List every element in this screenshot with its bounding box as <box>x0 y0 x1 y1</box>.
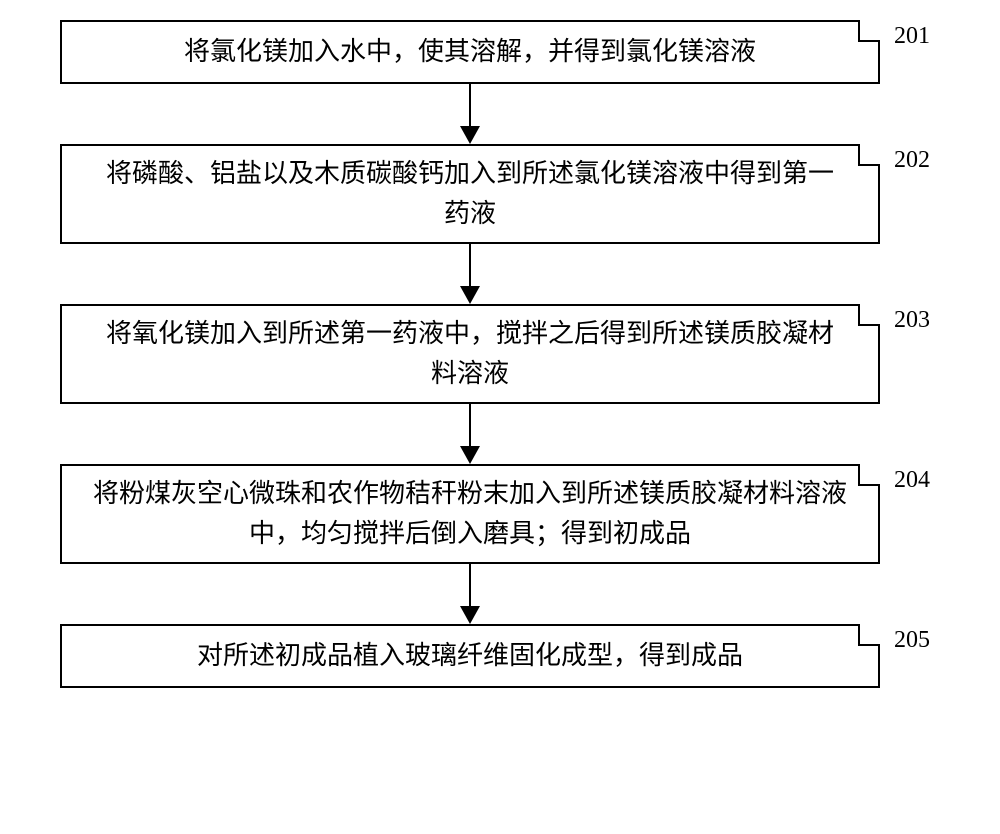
arrow-line <box>469 404 471 448</box>
arrow-head-icon <box>460 606 480 624</box>
arrow-4 <box>60 564 880 624</box>
arrow-line <box>469 564 471 608</box>
step-label: 204 <box>894 462 930 499</box>
step-text: 将磷酸、铝盐以及木质碳酸钙加入到所述氯化镁溶液中得到第一药液 <box>102 154 838 235</box>
arrow-head-icon <box>460 286 480 304</box>
box-notch <box>858 304 880 326</box>
step-label: 205 <box>894 622 930 659</box>
arrow-head-icon <box>460 446 480 464</box>
step-text: 将氯化镁加入水中，使其溶解，并得到氯化镁溶液 <box>184 32 756 72</box>
arrow-1 <box>60 84 880 144</box>
step-wrap-2: 将磷酸、铝盐以及木质碳酸钙加入到所述氯化镁溶液中得到第一药液 202 <box>60 144 940 244</box>
box-notch <box>858 624 880 646</box>
flowchart-container: 将氯化镁加入水中，使其溶解，并得到氯化镁溶液 201 将磷酸、铝盐以及木质碳酸钙… <box>60 20 940 688</box>
step-box-2: 将磷酸、铝盐以及木质碳酸钙加入到所述氯化镁溶液中得到第一药液 202 <box>60 144 880 244</box>
step-wrap-4: 将粉煤灰空心微珠和农作物秸秆粉末加入到所述镁质胶凝材料溶液中，均匀搅拌后倒入磨具… <box>60 464 940 564</box>
step-text: 将粉煤灰空心微珠和农作物秸秆粉末加入到所述镁质胶凝材料溶液中，均匀搅拌后倒入磨具… <box>92 474 848 555</box>
step-box-4: 将粉煤灰空心微珠和农作物秸秆粉末加入到所述镁质胶凝材料溶液中，均匀搅拌后倒入磨具… <box>60 464 880 564</box>
step-box-1: 将氯化镁加入水中，使其溶解，并得到氯化镁溶液 201 <box>60 20 880 84</box>
arrow-line <box>469 84 471 128</box>
box-notch <box>858 20 880 42</box>
step-box-5: 对所述初成品植入玻璃纤维固化成型，得到成品 205 <box>60 624 880 688</box>
step-wrap-1: 将氯化镁加入水中，使其溶解，并得到氯化镁溶液 201 <box>60 20 940 84</box>
step-text: 将氧化镁加入到所述第一药液中，搅拌之后得到所述镁质胶凝材料溶液 <box>102 314 838 395</box>
step-wrap-3: 将氧化镁加入到所述第一药液中，搅拌之后得到所述镁质胶凝材料溶液 203 <box>60 304 940 404</box>
arrow-line <box>469 244 471 288</box>
step-wrap-5: 对所述初成品植入玻璃纤维固化成型，得到成品 205 <box>60 624 940 688</box>
arrow-2 <box>60 244 880 304</box>
step-label: 201 <box>894 18 930 55</box>
step-label: 203 <box>894 302 930 339</box>
step-label: 202 <box>894 142 930 179</box>
step-text: 对所述初成品植入玻璃纤维固化成型，得到成品 <box>197 636 743 676</box>
box-notch <box>858 144 880 166</box>
arrow-head-icon <box>460 126 480 144</box>
box-notch <box>858 464 880 486</box>
arrow-3 <box>60 404 880 464</box>
step-box-3: 将氧化镁加入到所述第一药液中，搅拌之后得到所述镁质胶凝材料溶液 203 <box>60 304 880 404</box>
